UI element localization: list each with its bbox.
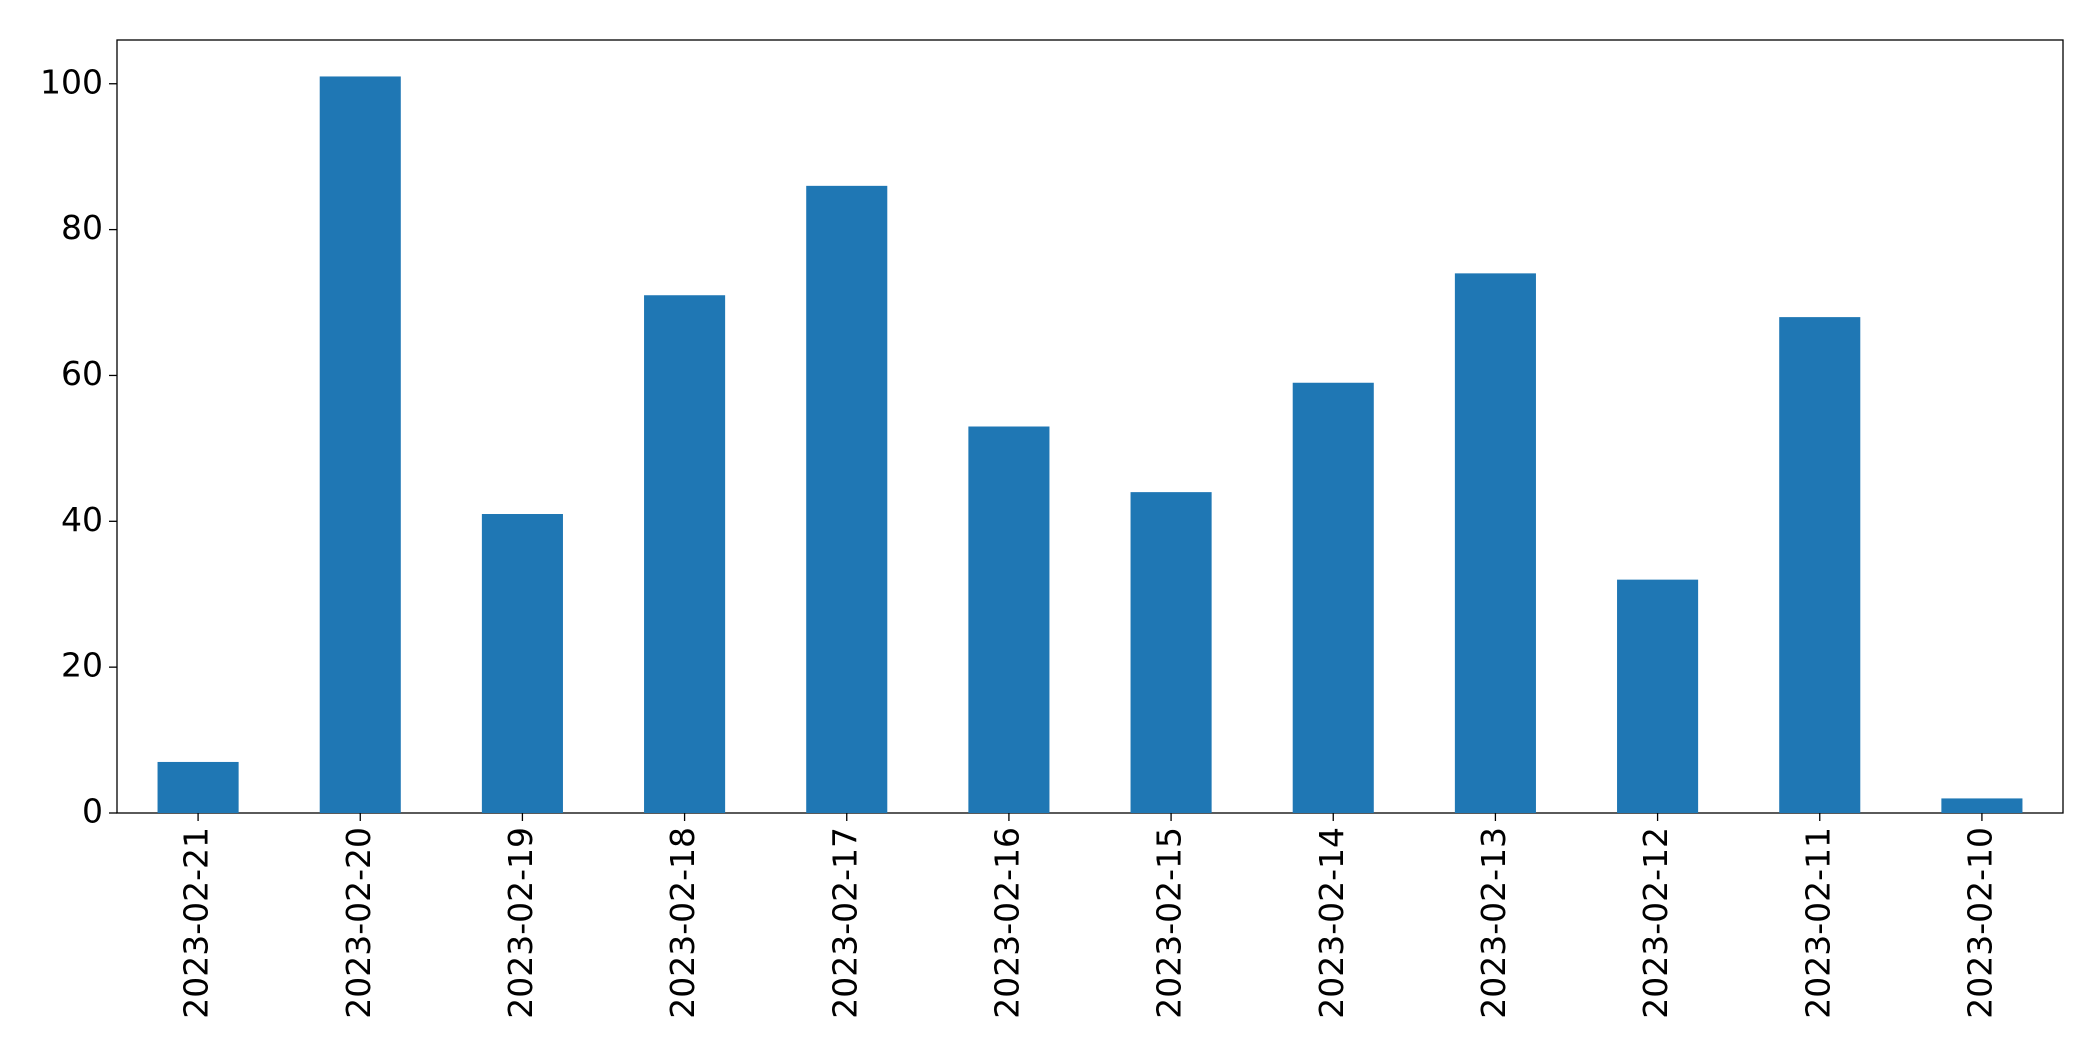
x-tick-label: 2023-02-16 (987, 827, 1026, 1019)
bar (157, 761, 239, 813)
bar (481, 514, 563, 813)
y-tick-label: 20 (61, 646, 103, 685)
x-tick-label: 2023-02-17 (825, 827, 864, 1019)
bar (644, 295, 726, 813)
x-tick-label: 2023-02-13 (1474, 827, 1513, 1019)
x-tick-label: 2023-02-14 (1312, 827, 1351, 1019)
x-tick-label: 2023-02-18 (663, 827, 702, 1019)
bar (1454, 273, 1536, 813)
x-tick-label: 2023-02-15 (1150, 827, 1189, 1019)
bar (1941, 798, 2023, 813)
x-tick-label: 2023-02-21 (177, 827, 216, 1019)
x-tick-label: 2023-02-20 (339, 827, 378, 1019)
bar (1130, 492, 1212, 813)
bar (806, 185, 888, 813)
y-tick-label: 60 (61, 354, 103, 393)
x-tick-label: 2023-02-12 (1636, 827, 1675, 1019)
y-tick-label: 100 (40, 62, 103, 101)
y-tick-label: 80 (61, 208, 103, 247)
plot-frame (116, 39, 2064, 814)
bar (1617, 579, 1699, 813)
x-tick-label: 2023-02-11 (1798, 827, 1837, 1019)
bar (319, 76, 401, 813)
x-tick-label: 2023-02-10 (1960, 827, 1999, 1019)
y-tick-label: 40 (61, 500, 103, 539)
bar (1292, 382, 1374, 813)
y-tick-label: 0 (82, 792, 103, 831)
bar (1779, 317, 1861, 813)
x-tick-label: 2023-02-19 (501, 827, 540, 1019)
bar (968, 426, 1050, 813)
